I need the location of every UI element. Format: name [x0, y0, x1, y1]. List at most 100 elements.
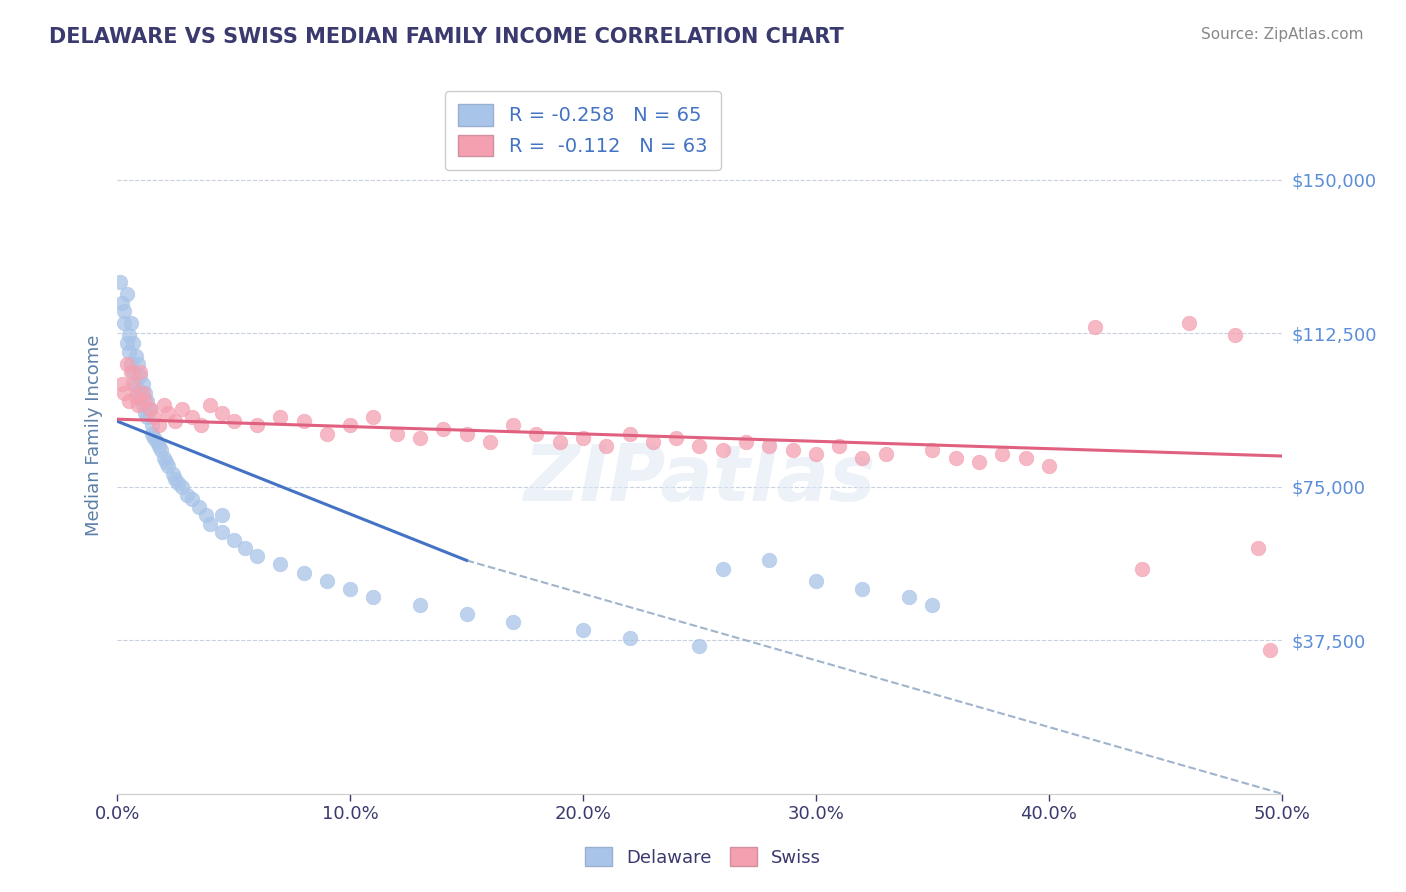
Point [619, 631, 641, 645]
Point [363, 591, 385, 605]
Point [118, 344, 141, 359]
Point [898, 591, 921, 605]
Point [172, 401, 194, 416]
Point [1038, 459, 1060, 474]
Point [875, 447, 897, 461]
Point [292, 414, 315, 428]
Point [136, 393, 159, 408]
Point [1223, 328, 1246, 343]
Point [162, 467, 184, 482]
Point [180, 410, 202, 425]
Point [315, 574, 337, 588]
Point [127, 357, 149, 371]
Point [851, 451, 873, 466]
Point [122, 365, 145, 379]
Point [166, 475, 188, 490]
Point [211, 524, 233, 539]
Point [711, 561, 734, 575]
Point [143, 431, 166, 445]
Point [1177, 316, 1199, 330]
Point [548, 434, 571, 449]
Point [211, 406, 233, 420]
Point [804, 574, 827, 588]
Point [945, 451, 967, 466]
Point [339, 582, 361, 596]
Point [1014, 451, 1036, 466]
Point [155, 455, 177, 469]
Point [688, 640, 710, 654]
Point [112, 303, 135, 318]
Point [118, 328, 141, 343]
Point [782, 442, 804, 457]
Point [1258, 643, 1281, 657]
Point [409, 599, 432, 613]
Point [115, 336, 138, 351]
Point [136, 410, 159, 425]
Point [150, 442, 173, 457]
Point [269, 558, 291, 572]
Point [125, 390, 148, 404]
Y-axis label: Median Family Income: Median Family Income [86, 334, 103, 536]
Point [129, 390, 152, 404]
Point [921, 442, 943, 457]
Point [339, 418, 361, 433]
Point [152, 398, 174, 412]
Point [125, 377, 148, 392]
Point [129, 369, 152, 384]
Point [711, 442, 734, 457]
Point [526, 426, 548, 441]
Text: DELAWARE VS SWISS MEDIAN FAMILY INCOME CORRELATION CHART: DELAWARE VS SWISS MEDIAN FAMILY INCOME C… [49, 27, 844, 46]
Point [108, 275, 131, 289]
Point [127, 385, 149, 400]
Text: ZIPatlas: ZIPatlas [523, 441, 876, 516]
Point [122, 377, 145, 392]
Point [120, 357, 142, 371]
Point [233, 541, 256, 555]
Point [143, 410, 166, 425]
Point [292, 566, 315, 580]
Legend: R = -0.258   N = 65, R =  -0.112   N = 63: R = -0.258 N = 65, R = -0.112 N = 63 [444, 91, 721, 170]
Point [118, 393, 141, 408]
Point [385, 426, 408, 441]
Point [139, 401, 162, 416]
Point [758, 439, 780, 453]
Point [127, 398, 149, 412]
Point [665, 431, 688, 445]
Point [132, 377, 155, 392]
Point [572, 431, 595, 445]
Point [478, 434, 501, 449]
Text: Source: ZipAtlas.com: Source: ZipAtlas.com [1201, 27, 1364, 42]
Point [222, 533, 245, 547]
Point [200, 516, 222, 531]
Point [967, 455, 990, 469]
Point [758, 553, 780, 567]
Point [141, 418, 163, 433]
Point [688, 439, 710, 453]
Point [152, 451, 174, 466]
Point [134, 406, 156, 420]
Point [115, 357, 138, 371]
Point [180, 491, 202, 506]
Point [122, 336, 145, 351]
Point [111, 295, 134, 310]
Point [187, 500, 209, 515]
Point [112, 385, 135, 400]
Point [641, 434, 664, 449]
Point [139, 401, 162, 416]
Point [111, 377, 134, 392]
Point [1084, 320, 1107, 334]
Point [148, 418, 170, 433]
Point [269, 410, 291, 425]
Point [141, 426, 163, 441]
Legend: Delaware, Swiss: Delaware, Swiss [578, 840, 828, 874]
Point [991, 447, 1014, 461]
Point [125, 349, 148, 363]
Point [120, 316, 142, 330]
Point [456, 426, 478, 441]
Point [315, 426, 337, 441]
Point [148, 439, 170, 453]
Point [190, 418, 212, 433]
Point [112, 316, 135, 330]
Point [132, 398, 155, 412]
Point [134, 393, 156, 408]
